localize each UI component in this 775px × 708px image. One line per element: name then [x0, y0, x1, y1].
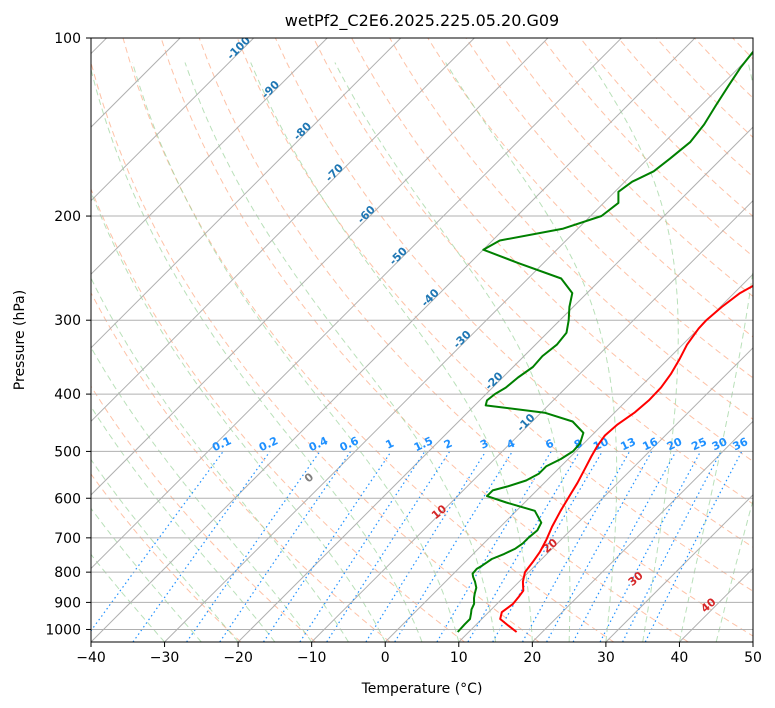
dry-adiabat: [91, 291, 391, 642]
moist-adiabat: [91, 507, 202, 642]
moist-adiabat: [91, 405, 276, 642]
y-tick-label: 200: [54, 209, 81, 225]
dewpoint-profile: [456, 50, 753, 633]
moist-adiabat: [91, 458, 239, 642]
dry-adiabat: [91, 473, 242, 642]
dry-adiabat: [351, 38, 753, 462]
sounding-profiles: [456, 50, 753, 633]
moist-adiabat: [715, 498, 753, 642]
mixing-ratio-line: [394, 451, 513, 642]
isotherm: [91, 38, 696, 642]
dry-adiabat: [274, 38, 753, 548]
y-tick-label: 300: [54, 313, 81, 329]
moist-adiabat: [184, 62, 497, 642]
dry-adiabat: [91, 187, 465, 642]
isotherm: [91, 38, 402, 349]
moist-adiabat: [91, 346, 313, 642]
x-tick-label: 30: [597, 650, 615, 666]
dry-adiabat: [236, 38, 753, 592]
isotherm: [384, 273, 753, 642]
dry-adiabat: [91, 385, 316, 642]
dry-adiabat: [313, 38, 753, 505]
mixing-ratio-line: [132, 451, 271, 642]
x-tick-label: 40: [671, 650, 689, 666]
x-tick-label: −40: [76, 650, 106, 666]
x-axis-ticks: −40 −30 −20 −10 0 10 20 30 40 50: [76, 642, 762, 666]
isotherm: [91, 38, 475, 423]
y-tick-label: 500: [54, 444, 81, 460]
y-axis-label: Pressure (hPa): [12, 290, 28, 390]
mixing-ratio-line: [186, 451, 321, 642]
dry-adiabat: [160, 38, 689, 642]
moist-adiabat: [91, 67, 423, 642]
moist-adiabat: [250, 62, 533, 642]
dry-adiabat: [465, 38, 753, 338]
moist-adiabat: [132, 62, 460, 642]
x-tick-label: 0: [381, 650, 390, 666]
moist-adiabat: [590, 62, 679, 642]
moist-adiabat: [678, 62, 753, 642]
mixing-ratio-line: [326, 451, 451, 642]
x-tick-label: 50: [744, 650, 762, 666]
isotherm: [164, 52, 753, 642]
x-tick-label: −20: [223, 650, 253, 666]
y-tick-label: 700: [54, 531, 81, 547]
dry-adiabat: [503, 38, 753, 298]
dry-adiabat: [427, 38, 753, 379]
x-tick-label: 20: [523, 650, 541, 666]
isotherm: [311, 199, 753, 642]
isotherm: [91, 38, 255, 202]
x-axis-label: Temperature (°C): [361, 681, 483, 697]
chart-title: wetPf2_C2E6.2025.225.05.20.G09: [285, 11, 559, 31]
y-axis-ticks: 100 200 300 400 500 600 700 800 900 1000: [45, 31, 91, 638]
mixing-ratio-label: 30: [710, 435, 730, 453]
mixing-ratio-label: 20: [665, 435, 685, 453]
isotherm: [531, 420, 753, 642]
mixing-ratio-line: [467, 451, 581, 642]
dry-adiabat: [91, 60, 540, 642]
moist-adiabat: [91, 190, 386, 642]
x-tick-label: −30: [150, 650, 180, 666]
y-tick-label: 400: [54, 387, 81, 403]
mixing-ratio-label: 25: [689, 435, 708, 453]
y-tick-label: 600: [54, 491, 81, 507]
dry-adiabat: [389, 38, 753, 420]
mixing-ratio-line: [262, 451, 392, 642]
y-tick-label: 900: [54, 595, 81, 611]
moist-adiabat: [334, 62, 571, 642]
y-tick-label: 100: [54, 31, 81, 47]
axes-frame: [90, 37, 754, 643]
mixing-ratio-line: [546, 451, 653, 642]
temperature-profile: [499, 284, 753, 633]
dry-adiabat: [122, 38, 614, 642]
moist-adiabat: [91, 553, 165, 642]
mixing-ratio-label: 36: [731, 435, 751, 453]
y-tick-label: 800: [54, 565, 81, 581]
isotherm: [91, 38, 328, 275]
mixing-ratio-line: [299, 451, 426, 642]
moist-adiabat: [445, 62, 618, 642]
background-guide-lines: [91, 38, 753, 642]
mixing-ratio-line: [365, 451, 487, 642]
y-tick-label: 1000: [45, 622, 81, 638]
isotherm: [91, 38, 549, 496]
mixing-ratio-label: 16: [641, 435, 661, 453]
isotherm: [605, 494, 753, 642]
isotherm: [237, 126, 753, 642]
x-tick-label: −10: [297, 650, 327, 666]
x-tick-label: 10: [450, 650, 468, 666]
isotherm: [458, 347, 753, 642]
isotherm: [91, 38, 622, 570]
moist-adiabat: [91, 277, 349, 642]
mixing-ratio-line: [219, 451, 352, 642]
mixing-ratio-line: [572, 451, 677, 642]
mixing-ratio-label: 13: [618, 435, 637, 453]
